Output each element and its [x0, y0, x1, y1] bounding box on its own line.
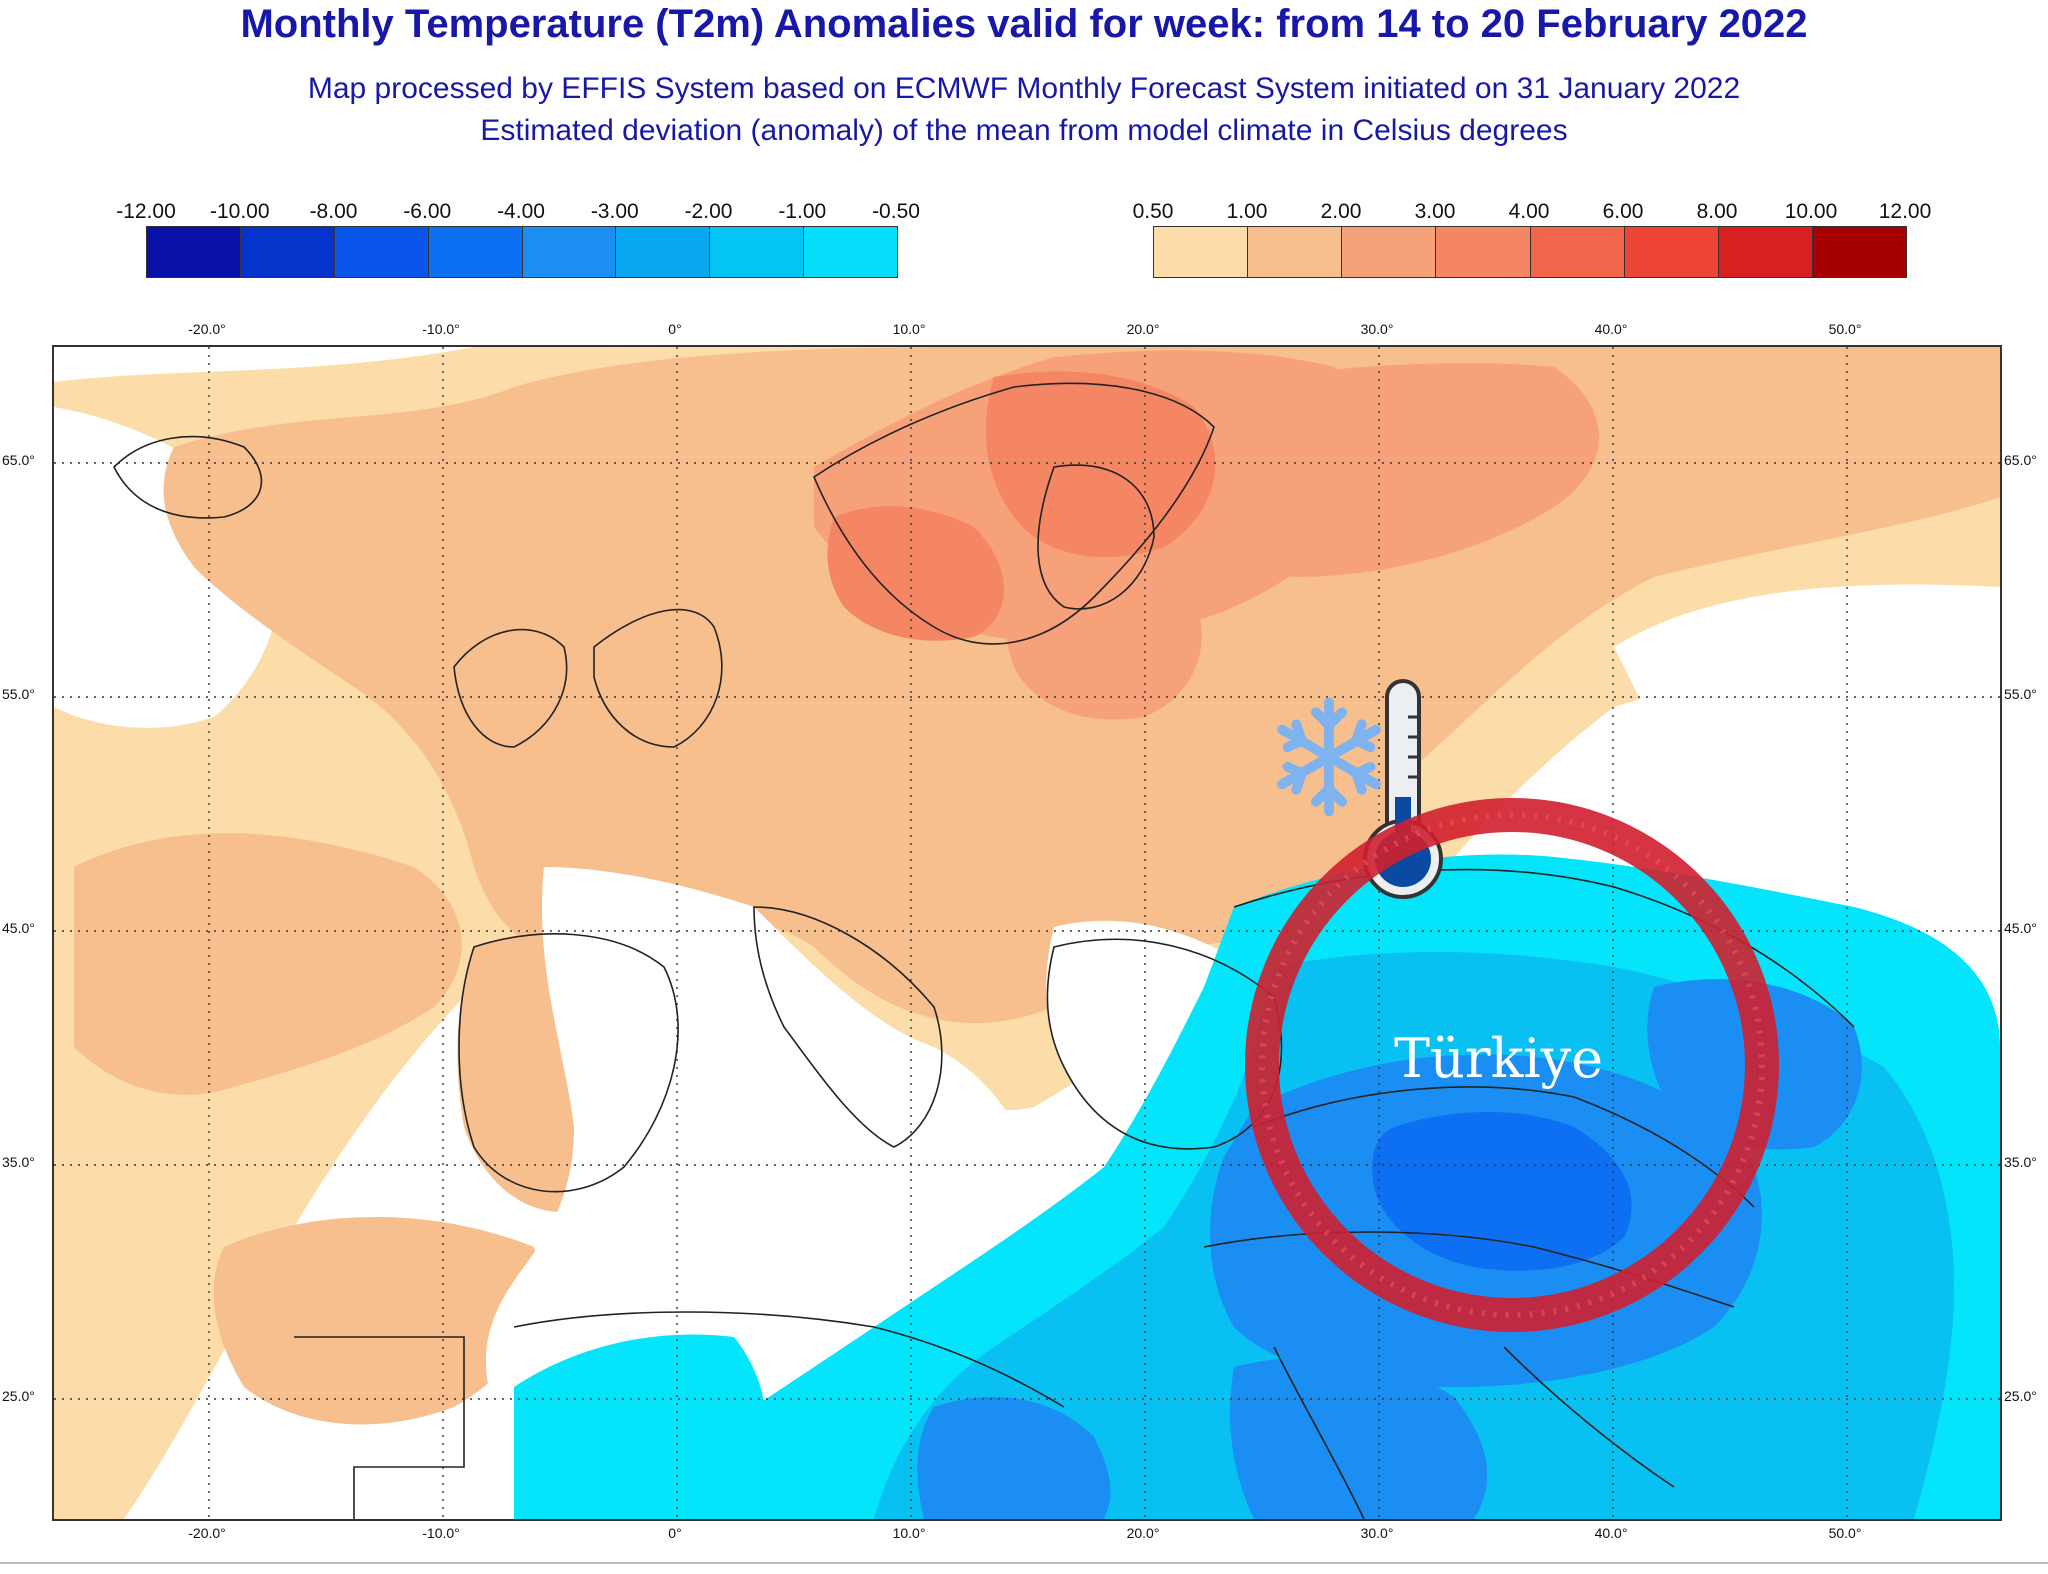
legend-swatch-pos-3 — [1436, 227, 1531, 277]
x-axis-label-top: 40.0° — [1594, 321, 1628, 337]
x-axis-label-top: -20.0° — [188, 321, 226, 337]
region-peach-northafrica — [213, 1217, 541, 1425]
map-title: Monthly Temperature (T2m) Anomalies vali… — [240, 2, 1808, 46]
x-axis-label-bottom: -20.0° — [188, 1525, 226, 1541]
highlight-ring — [1245, 798, 1779, 1332]
legend-label-positive: 10.00 — [1784, 200, 1838, 223]
legend-label-negative: -3.00 — [590, 200, 639, 223]
legend-label-negative: -4.00 — [497, 200, 545, 223]
legend-swatch-pos-4 — [1530, 227, 1625, 277]
anomaly-map: Türkiye — [52, 345, 2002, 1521]
legend-label-positive: 2.00 — [1320, 200, 1362, 223]
legend-label-negative: -1.00 — [778, 200, 827, 223]
legend-swatch-neg-0 — [147, 227, 241, 277]
map-subtitle-processing: Map processed by EFFIS System based on E… — [307, 72, 1741, 105]
y-axis-label-right: 25.0° — [2004, 1388, 2037, 1404]
y-axis-label-right: 55.0° — [2004, 686, 2037, 702]
y-axis-label-left: 45.0° — [2, 920, 35, 936]
legend-label-negative: -0.50 — [872, 200, 920, 223]
region-blue-arabia — [1230, 1357, 1488, 1519]
x-axis-label-bottom: 30.0° — [1360, 1525, 1394, 1541]
map-subtitle-units: Estimated deviation (anomaly) of the mea… — [480, 114, 1568, 147]
legend-swatch-neg-4 — [522, 227, 617, 277]
legend-label-positive: 8.00 — [1696, 200, 1738, 223]
x-axis-label-top: 20.0° — [1126, 321, 1160, 337]
legend-swatch-pos-2 — [1342, 227, 1437, 277]
legend-label-positive: 0.50 — [1132, 200, 1174, 223]
legend-swatch-neg-2 — [334, 227, 429, 277]
legend-swatch-neg-6 — [710, 227, 805, 277]
legend-swatch-pos-5 — [1624, 227, 1719, 277]
y-axis-label-left: 35.0° — [2, 1154, 35, 1170]
y-axis-label-right: 65.0° — [2004, 452, 2037, 468]
legend-label-positive: 1.00 — [1226, 200, 1268, 223]
legend-label-negative: -6.00 — [403, 200, 452, 223]
country-label-turkiye: Türkiye — [1394, 1027, 1604, 1090]
legend-negative-colorbar — [146, 226, 898, 278]
legend-swatch-neg-3 — [428, 227, 523, 277]
x-axis-label-top: 30.0° — [1360, 321, 1394, 337]
legend-swatch-pos-7 — [1812, 227, 1906, 277]
legend-positive-colorbar — [1153, 226, 1907, 278]
y-axis-label-right: 45.0° — [2004, 920, 2037, 936]
legend-swatch-neg-7 — [804, 227, 897, 277]
x-axis-label-top: -10.0° — [422, 321, 460, 337]
legend-label-negative: -2.00 — [684, 200, 733, 223]
x-axis-label-bottom: 50.0° — [1828, 1525, 1862, 1541]
x-axis-label-top: 50.0° — [1828, 321, 1862, 337]
y-axis-label-left: 65.0° — [2, 452, 35, 468]
region-peach-atlantic — [74, 833, 462, 1095]
legend-label-negative: -10.00 — [209, 200, 270, 223]
legend-swatch-pos-1 — [1248, 227, 1343, 277]
region-blue-egypt — [917, 1397, 1111, 1519]
region-orange-red-norway — [827, 506, 1004, 641]
legend-label-positive: 4.00 — [1508, 200, 1550, 223]
x-axis-label-bottom: 10.0° — [892, 1525, 926, 1541]
legend-label-positive: 3.00 — [1414, 200, 1456, 223]
x-axis-label-bottom: 0° — [668, 1525, 682, 1541]
x-axis-label-bottom: -10.0° — [422, 1525, 460, 1541]
anomaly-map-canvas — [54, 347, 2000, 1519]
ocean-patch-barents — [1614, 584, 2000, 867]
legend-label-positive: 6.00 — [1602, 200, 1644, 223]
legend-swatch-pos-0 — [1154, 227, 1249, 277]
bottom-divider — [0, 1562, 2048, 1564]
legend-label-negative: -12.00 — [116, 200, 176, 223]
region-orange-red-sweden — [985, 371, 1216, 557]
x-axis-label-bottom: 20.0° — [1126, 1525, 1160, 1541]
region-salmon-russia — [1192, 363, 1599, 577]
y-axis-label-right: 35.0° — [2004, 1154, 2037, 1170]
legend-label-positive: 12.00 — [1878, 200, 1932, 223]
coastlines — [113, 382, 1855, 1519]
legend-swatch-neg-1 — [240, 227, 335, 277]
region-deep-blue-turkiye — [1372, 1112, 1632, 1271]
legend-swatch-pos-6 — [1718, 227, 1813, 277]
y-axis-label-left: 25.0° — [2, 1388, 35, 1404]
x-axis-label-bottom: 40.0° — [1594, 1525, 1628, 1541]
region-cyan-west-africa — [514, 1334, 768, 1519]
legend-label-negative: -8.00 — [309, 200, 358, 223]
x-axis-label-top: 0° — [668, 321, 682, 337]
y-axis-label-left: 55.0° — [2, 686, 35, 702]
legend-swatch-neg-5 — [616, 227, 711, 277]
x-axis-label-top: 10.0° — [892, 321, 926, 337]
graticule — [54, 347, 2000, 1519]
snowflake-icon — [1277, 697, 1381, 817]
